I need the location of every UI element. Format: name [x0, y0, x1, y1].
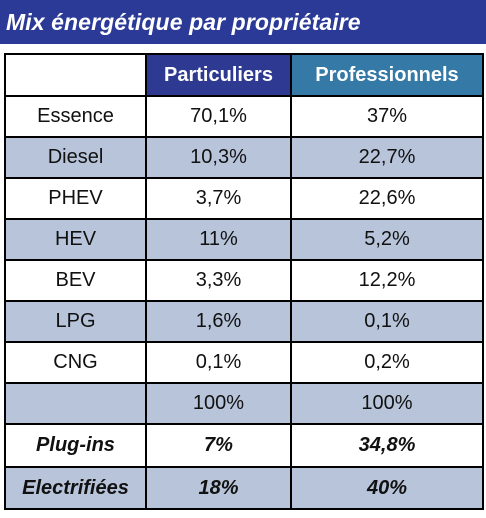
table-row: BEV 3,3% 12,2% [4, 259, 484, 302]
title-bar: Mix énergétique par propriétaire [0, 0, 486, 44]
particuliers-value: 18% [145, 466, 292, 510]
row-label: HEV [4, 218, 147, 261]
table-row: Essence 70,1% 37% [4, 95, 484, 138]
row-label: Electrifiées [4, 466, 147, 510]
header-corner-cell [4, 53, 147, 97]
row-label [4, 382, 147, 425]
table-row: LPG 1,6% 0,1% [4, 300, 484, 343]
row-label: CNG [4, 341, 147, 384]
professionnels-value: 100% [290, 382, 484, 425]
professionnels-value: 0,2% [290, 341, 484, 384]
row-label: BEV [4, 259, 147, 302]
professionnels-value: 37% [290, 95, 484, 138]
professionnels-value: 5,2% [290, 218, 484, 261]
particuliers-value: 7% [145, 423, 292, 468]
row-label: PHEV [4, 177, 147, 220]
professionnels-value: 40% [290, 466, 484, 510]
professionnels-value: 34,8% [290, 423, 484, 468]
particuliers-value: 70,1% [145, 95, 292, 138]
row-label: Diesel [4, 136, 147, 179]
row-label: LPG [4, 300, 147, 343]
header-particuliers: Particuliers [145, 53, 292, 97]
particuliers-value: 11% [145, 218, 292, 261]
row-label: Essence [4, 95, 147, 138]
table-row: PHEV 3,7% 22,6% [4, 177, 484, 220]
particuliers-value: 0,1% [145, 341, 292, 384]
header-professionnels: Professionnels [290, 53, 484, 97]
row-label: Plug-ins [4, 423, 147, 468]
table-header-row: Particuliers Professionnels [4, 53, 484, 97]
particuliers-value: 3,3% [145, 259, 292, 302]
table-row: CNG 0,1% 0,2% [4, 341, 484, 384]
table-row: Diesel 10,3% 22,7% [4, 136, 484, 179]
professionnels-value: 22,7% [290, 136, 484, 179]
professionnels-value: 22,6% [290, 177, 484, 220]
professionnels-value: 12,2% [290, 259, 484, 302]
table-row: HEV 11% 5,2% [4, 218, 484, 261]
table-row-plug-ins: Plug-ins 7% 34,8% [4, 423, 484, 468]
particuliers-value: 10,3% [145, 136, 292, 179]
particuliers-value: 3,7% [145, 177, 292, 220]
particuliers-value: 1,6% [145, 300, 292, 343]
professionnels-value: 0,1% [290, 300, 484, 343]
particuliers-value: 100% [145, 382, 292, 425]
table-row-total: 100% 100% [4, 382, 484, 425]
page-title: Mix énergétique par propriétaire [6, 8, 361, 35]
energy-mix-table: Particuliers Professionnels Essence 70,1… [4, 53, 484, 510]
table-row-electrifiees: Electrifiées 18% 40% [4, 466, 484, 510]
